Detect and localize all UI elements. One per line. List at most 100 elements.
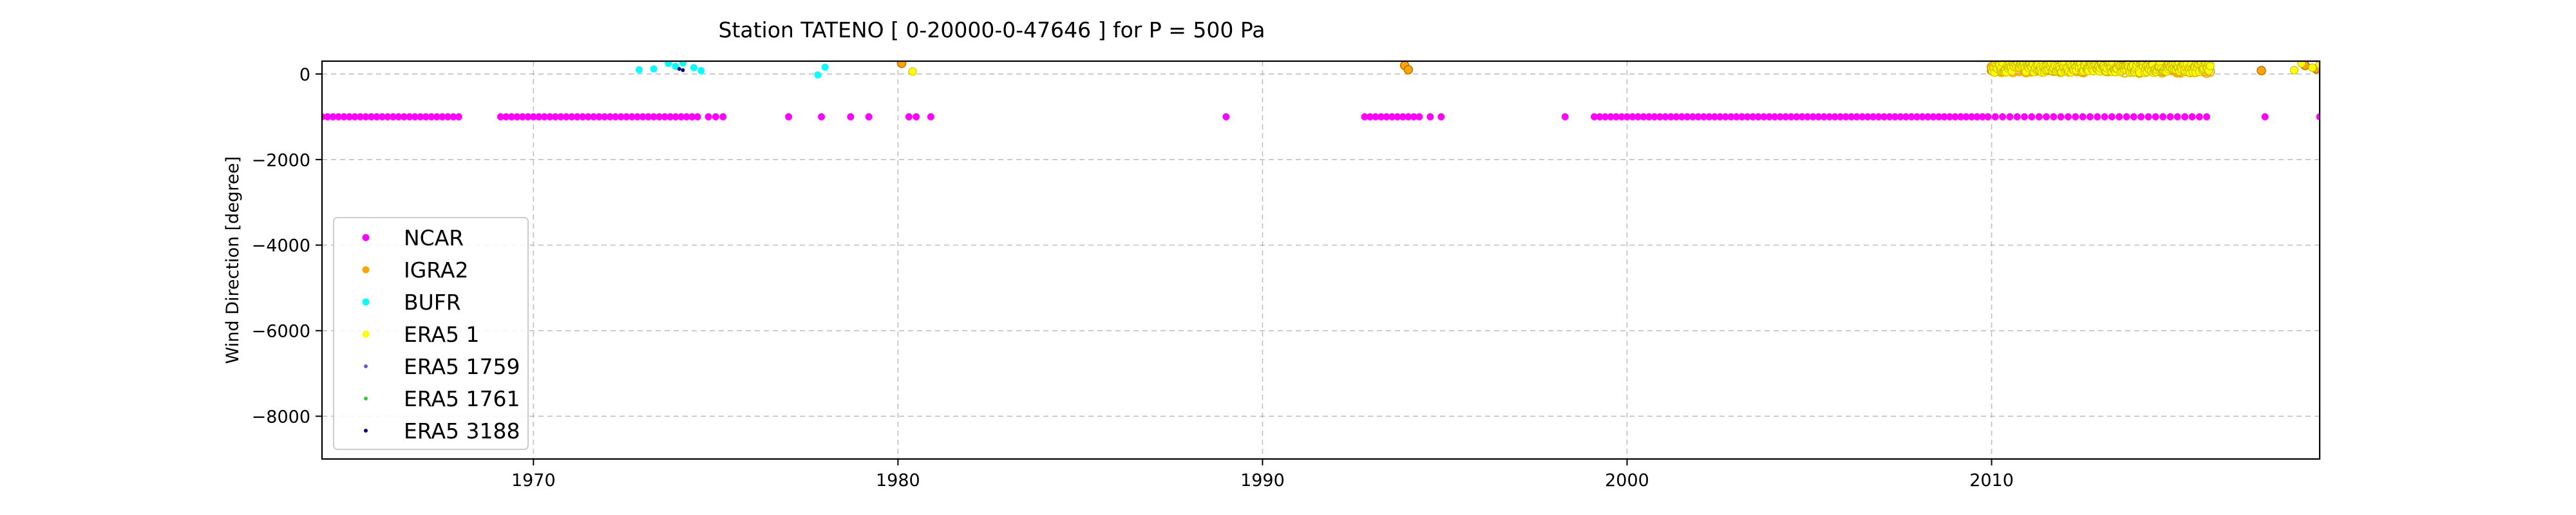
legend-marker xyxy=(364,364,368,368)
data-point xyxy=(1842,113,1850,120)
data-point xyxy=(1700,113,1707,120)
data-point xyxy=(524,113,532,120)
data-point xyxy=(1967,113,1975,120)
data-point xyxy=(1978,113,1986,120)
data-point xyxy=(661,113,668,120)
data-point xyxy=(540,113,548,120)
data-point xyxy=(1848,113,1855,120)
data-point xyxy=(2159,113,2167,120)
data-point xyxy=(1607,113,1615,120)
data-point xyxy=(1935,113,1942,120)
data-point xyxy=(351,113,359,120)
data-point xyxy=(428,113,435,120)
data-point xyxy=(1602,113,1609,120)
data-point xyxy=(2195,113,2203,120)
legend-label: IGRA2 xyxy=(404,258,468,283)
legend-label: ERA5 1759 xyxy=(404,354,520,379)
data-point xyxy=(2057,113,2065,120)
data-point xyxy=(677,113,685,120)
data-point xyxy=(2130,113,2137,120)
data-point xyxy=(1918,113,1926,120)
data-point xyxy=(1738,113,1746,120)
data-point xyxy=(1804,113,1812,120)
y-axis-label: Wind Direction [degree] xyxy=(223,156,243,364)
data-point xyxy=(1561,113,1569,120)
data-point xyxy=(1683,113,1691,120)
data-point xyxy=(1721,113,1729,120)
data-point xyxy=(1645,113,1653,120)
x-tick-label: 2000 xyxy=(1605,471,1649,491)
data-point xyxy=(1999,113,2007,120)
data-point xyxy=(395,113,402,120)
data-point xyxy=(1372,113,1379,120)
data-point xyxy=(1787,113,1795,120)
data-point xyxy=(2094,113,2101,120)
data-point xyxy=(913,113,920,120)
data-point xyxy=(1924,113,1931,120)
data-point xyxy=(847,113,855,120)
data-point xyxy=(2013,113,2021,120)
data-point xyxy=(667,113,674,120)
data-point xyxy=(1776,113,1784,120)
plot-area xyxy=(322,61,2320,120)
data-point xyxy=(345,113,353,120)
data-point xyxy=(1410,113,1417,120)
data-point xyxy=(645,113,652,120)
data-point xyxy=(2035,113,2043,120)
data-point xyxy=(455,113,462,120)
y-tick-label: −4000 xyxy=(252,236,310,256)
data-point xyxy=(2072,113,2079,120)
data-point xyxy=(546,113,554,120)
data-point xyxy=(683,113,690,120)
data-point xyxy=(1880,113,1888,120)
data-point xyxy=(323,113,331,120)
data-point xyxy=(719,113,727,120)
data-point xyxy=(1815,113,1823,120)
data-point xyxy=(1377,113,1385,120)
data-point xyxy=(1864,113,1871,120)
data-point xyxy=(634,113,641,120)
data-point xyxy=(672,62,679,70)
legend-marker xyxy=(362,330,370,338)
data-point xyxy=(2152,113,2159,120)
data-point xyxy=(688,113,696,120)
legend-label: ERA5 1761 xyxy=(404,386,520,411)
data-point xyxy=(1940,113,1948,120)
data-point xyxy=(502,113,510,120)
data-point xyxy=(2257,66,2266,75)
data-point xyxy=(1962,113,1970,120)
data-point xyxy=(690,64,697,71)
data-point xyxy=(697,67,705,75)
data-point xyxy=(650,65,658,73)
data-point xyxy=(2206,62,2215,71)
data-point xyxy=(2315,61,2320,69)
data-point xyxy=(1618,113,1625,120)
data-point xyxy=(1656,113,1663,120)
data-point xyxy=(672,113,679,120)
data-point xyxy=(1754,113,1762,120)
data-point xyxy=(665,61,672,67)
data-point xyxy=(334,113,342,120)
data-point xyxy=(340,113,348,120)
data-point xyxy=(406,113,413,120)
data-point xyxy=(2137,113,2145,120)
data-point xyxy=(1870,113,1877,120)
data-point xyxy=(1837,113,1844,120)
y-tick-label: 0 xyxy=(299,65,310,85)
data-point xyxy=(1634,113,1642,120)
data-point xyxy=(712,113,719,120)
data-point xyxy=(1929,113,1937,120)
data-point xyxy=(2297,61,2306,68)
data-point xyxy=(1951,113,1959,120)
plot-frame xyxy=(321,60,2321,460)
data-point xyxy=(1891,113,1899,120)
legend-marker xyxy=(362,266,370,274)
data-point xyxy=(1613,113,1620,120)
data-point xyxy=(1765,113,1773,120)
legend: NCAR IGRA2 BUFR ERA5 1 ERA5 1759 ERA5 1761 ERA… xyxy=(333,217,529,450)
data-point xyxy=(1416,113,1423,120)
data-point xyxy=(606,113,614,120)
data-point xyxy=(497,113,504,120)
data-point xyxy=(1973,113,1981,120)
x-tick-label: 2010 xyxy=(1969,471,2014,491)
